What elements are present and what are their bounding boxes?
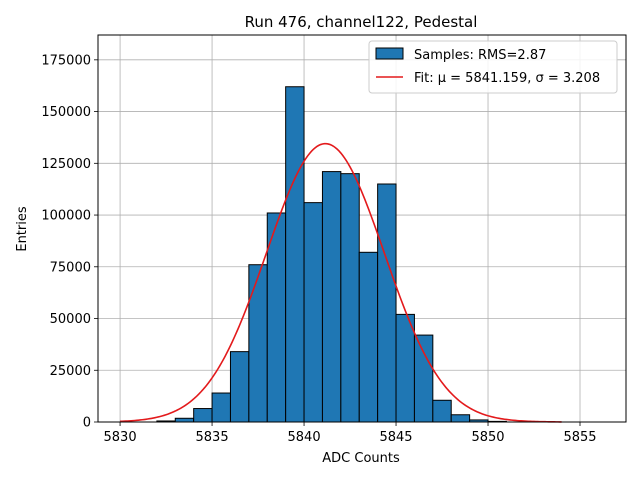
histogram-bar	[174, 417, 195, 423]
histogram-bar	[340, 173, 360, 423]
y-tick-label: 150000	[41, 105, 91, 120]
x-axis-ticks: 5830 5835 5840 5845 5850 5855	[104, 422, 597, 445]
histogram-bar	[211, 392, 231, 423]
x-tick-label: 5855	[563, 430, 596, 445]
x-tick-label: 5830	[104, 430, 137, 445]
histogram-bar	[193, 408, 213, 423]
histogram-bar	[358, 251, 379, 423]
y-tick-label: 0	[83, 416, 91, 431]
legend-box	[368, 40, 618, 94]
y-tick-label: 125000	[41, 157, 91, 172]
histogram-bar	[303, 202, 323, 423]
x-tick-label: 5835	[196, 430, 229, 445]
histogram-bar	[248, 264, 268, 423]
y-tick-label: 100000	[41, 209, 91, 224]
x-axis-label: ADC Counts	[322, 451, 400, 466]
plot-frame	[97, 34, 627, 423]
histogram-bar	[432, 399, 452, 423]
y-tick-label: 75000	[50, 260, 91, 275]
histogram-bar	[450, 414, 471, 423]
legend: Samples: RMS=2.87 Fit: μ = 5841.159, σ =…	[368, 40, 618, 94]
y-axis-ticks: 0 25000 50000 75000 100000 125000 150000 175000	[41, 53, 98, 431]
histogram-bar	[229, 351, 250, 423]
histogram-bar	[321, 171, 342, 423]
histogram-bar	[377, 183, 397, 423]
fit-curve	[120, 142, 562, 423]
histogram-bar	[413, 334, 434, 423]
y-tick-label: 50000	[50, 312, 91, 327]
histogram-bar	[285, 86, 305, 423]
legend-samples-swatch	[375, 47, 404, 60]
y-axis-label: Entries	[15, 206, 30, 252]
x-tick-label: 5850	[471, 430, 504, 445]
histogram-bar	[395, 313, 415, 423]
y-tick-label: 25000	[50, 364, 91, 379]
chart-title: Run 476, channel122, Pedestal	[245, 13, 478, 31]
y-tick-label: 175000	[41, 53, 91, 68]
x-tick-label: 5845	[379, 430, 412, 445]
x-tick-label: 5840	[288, 430, 321, 445]
legend-samples-label: Samples: RMS=2.87	[414, 48, 546, 63]
histogram-bars	[156, 86, 507, 423]
legend-fit-label: Fit: μ = 5841.159, σ = 3.208	[414, 71, 600, 86]
